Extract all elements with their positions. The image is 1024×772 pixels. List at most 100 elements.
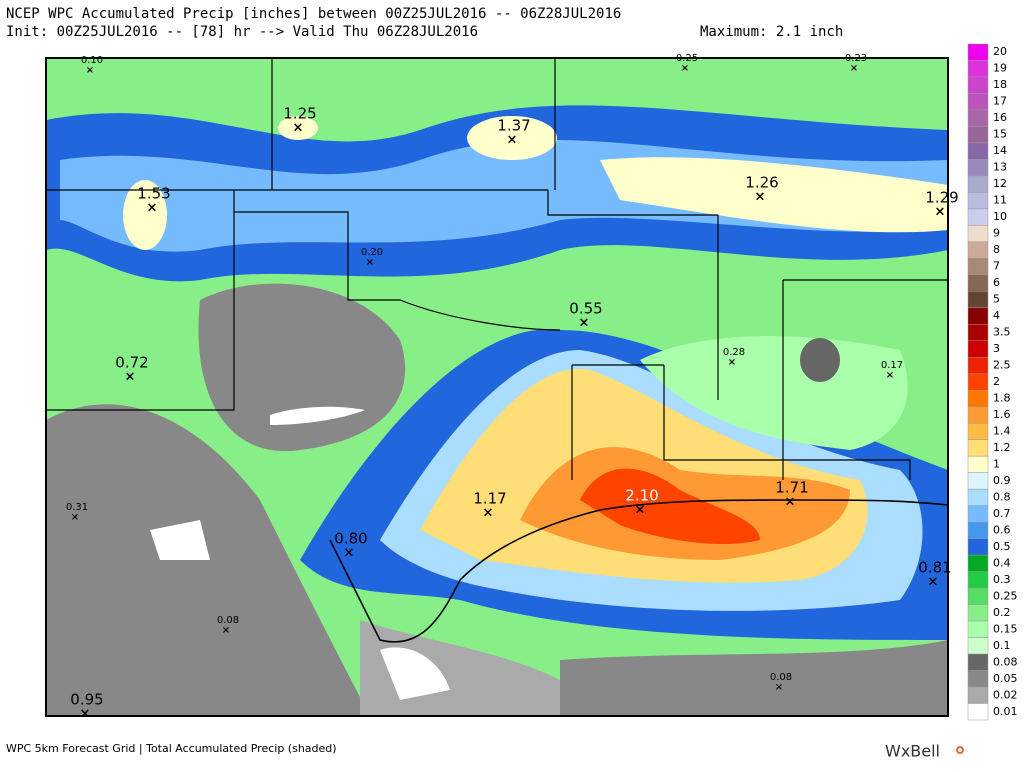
legend-label: 0.9 bbox=[993, 474, 1011, 487]
legend-swatch bbox=[967, 291, 989, 309]
point-marker: × bbox=[886, 370, 894, 381]
legend-swatch bbox=[967, 472, 989, 490]
legend-label: 16 bbox=[993, 111, 1007, 124]
point-marker: × bbox=[366, 257, 374, 268]
legend-label: 0.08 bbox=[993, 655, 1018, 668]
point-value: 0.25 bbox=[676, 53, 698, 64]
legend-label: 15 bbox=[993, 128, 1007, 141]
legend-swatch bbox=[967, 192, 989, 210]
logo: WxBell bbox=[885, 742, 940, 761]
point-marker: × bbox=[293, 121, 304, 136]
legend-label: 20 bbox=[993, 45, 1007, 58]
legend-swatch bbox=[967, 357, 989, 375]
map-shading bbox=[45, 57, 949, 717]
point-value: 0.08 bbox=[770, 672, 792, 683]
legend-label: 0.6 bbox=[993, 523, 1011, 536]
point-value: 0.81 bbox=[918, 559, 951, 577]
legend-swatch bbox=[967, 538, 989, 556]
legend-label: 0.25 bbox=[993, 589, 1018, 602]
legend-label: 7 bbox=[993, 260, 1000, 273]
point-value: 1.25 bbox=[283, 105, 316, 123]
legend-swatch bbox=[967, 554, 989, 572]
point-marker: × bbox=[755, 190, 766, 205]
legend-swatch bbox=[967, 571, 989, 589]
legend-swatch bbox=[967, 587, 989, 605]
title: NCEP WPC Accumulated Precip [inches] bet… bbox=[6, 6, 621, 22]
point-marker: × bbox=[579, 316, 590, 331]
legend-label: 0.8 bbox=[993, 490, 1011, 503]
legend-label: 0.01 bbox=[993, 705, 1018, 718]
legend-swatch bbox=[967, 422, 989, 440]
legend-swatch bbox=[967, 93, 989, 111]
legend-label: 0.02 bbox=[993, 688, 1018, 701]
point-marker: × bbox=[344, 546, 355, 561]
legend-swatch bbox=[967, 324, 989, 342]
legend-swatch bbox=[967, 455, 989, 473]
legend-swatch bbox=[967, 225, 989, 243]
legend-swatch bbox=[967, 389, 989, 407]
point-value: 0.72 bbox=[115, 354, 148, 372]
point-value: 1.53 bbox=[137, 185, 170, 203]
legend-swatch bbox=[967, 373, 989, 391]
point-value: 0.10 bbox=[81, 55, 103, 66]
point-value: 0.80 bbox=[334, 530, 367, 548]
legend-swatch bbox=[967, 60, 989, 78]
legend-swatch bbox=[967, 274, 989, 292]
legend-label: 0.15 bbox=[993, 622, 1018, 635]
point-value: 1.17 bbox=[473, 490, 506, 508]
point-value: 1.29 bbox=[925, 189, 958, 207]
point-marker: × bbox=[507, 133, 518, 148]
legend-label: 3.5 bbox=[993, 326, 1011, 339]
legend-swatch bbox=[967, 208, 989, 226]
point-marker: × bbox=[935, 205, 946, 220]
legend-swatch bbox=[967, 686, 989, 704]
point-marker: × bbox=[222, 625, 230, 636]
legend-swatch bbox=[967, 439, 989, 457]
legend-label: 8 bbox=[993, 243, 1000, 256]
legend-label: 3 bbox=[993, 342, 1000, 355]
point-marker: × bbox=[681, 63, 689, 74]
legend-swatch bbox=[967, 258, 989, 276]
point-marker: × bbox=[728, 357, 736, 368]
point-marker: × bbox=[71, 512, 79, 523]
point-value: 1.26 bbox=[745, 174, 778, 192]
legend-swatch bbox=[967, 142, 989, 160]
point-value: 0.17 bbox=[881, 360, 903, 371]
legend-label: 2.5 bbox=[993, 359, 1011, 372]
legend-swatch bbox=[967, 43, 989, 61]
legend-label: 4 bbox=[993, 309, 1000, 322]
legend-label: 13 bbox=[993, 161, 1007, 174]
point-marker: × bbox=[483, 506, 494, 521]
legend-swatch bbox=[967, 604, 989, 622]
point-marker: × bbox=[147, 201, 158, 216]
legend-label: 0.3 bbox=[993, 573, 1011, 586]
legend-swatch bbox=[967, 159, 989, 177]
point-marker: × bbox=[125, 370, 136, 385]
legend-label: 17 bbox=[993, 95, 1007, 108]
point-marker: × bbox=[850, 63, 858, 74]
legend-label: 1.6 bbox=[993, 408, 1011, 421]
legend-label: 0.1 bbox=[993, 639, 1011, 652]
point-marker: × bbox=[86, 65, 94, 76]
point-value: 0.28 bbox=[723, 347, 745, 358]
legend-label: 9 bbox=[993, 227, 1000, 240]
init-line: Init: 00Z25JUL2016 -- [78] hr --> Valid … bbox=[6, 24, 478, 40]
legend-label: 0.5 bbox=[993, 540, 1011, 553]
legend-swatch bbox=[967, 488, 989, 506]
legend-label: 14 bbox=[993, 144, 1007, 157]
legend-label: 1.2 bbox=[993, 441, 1011, 454]
point-marker: × bbox=[775, 682, 783, 693]
legend-label: 2 bbox=[993, 375, 1000, 388]
legend-label: 6 bbox=[993, 276, 1000, 289]
point-value: 0.55 bbox=[569, 300, 602, 318]
legend-label: 0.4 bbox=[993, 556, 1011, 569]
point-marker: × bbox=[785, 495, 796, 510]
legend-swatch bbox=[967, 637, 989, 655]
legend-swatch bbox=[967, 521, 989, 539]
point-value: 2.10 bbox=[625, 487, 658, 505]
point-value: 1.37 bbox=[497, 117, 530, 135]
point-marker: × bbox=[635, 503, 646, 518]
footer-caption: WPC 5km Forecast Grid | Total Accumulate… bbox=[6, 742, 337, 755]
point-value: 0.23 bbox=[845, 53, 867, 64]
